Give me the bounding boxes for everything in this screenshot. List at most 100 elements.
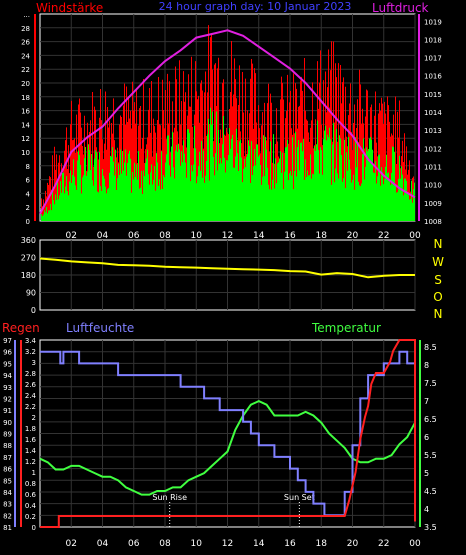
- wind-x-tick-label: 02: [66, 231, 77, 241]
- compass-label-north-bottom: N: [434, 307, 443, 321]
- weather-x-axis-ticks: 02 04 06 08 10 12 14 16 18 20 22 00: [66, 539, 421, 549]
- temperature-title: Temperatur: [311, 321, 381, 335]
- pressure-series: [39, 29, 416, 215]
- weather-x-tick-label: 02: [66, 539, 77, 549]
- temperature-axis-ticks: 3.5 4 4.5 5 5.5 6 6.5 7 7.5 8 8.5: [424, 343, 437, 532]
- direction-x-axis-ticks: 02 04 06 08 10 12 14 16 18 20 22 00: [66, 318, 421, 328]
- temperature-tick-label: 8.5: [424, 343, 437, 352]
- humidity-tick-label: 86: [3, 466, 12, 474]
- wind-tick-label: 26: [21, 39, 30, 47]
- rain-tick-label: 2.8: [25, 370, 36, 378]
- humidity-tick-label: 94: [3, 372, 12, 380]
- direction-x-tick-label: 14: [253, 318, 265, 328]
- direction-tick-label: 0: [31, 306, 36, 315]
- compass-label-east: O: [433, 290, 442, 304]
- wind-x-axis-ticks: 02 04 06 08 10 12 14 16 18 20 22 00: [66, 231, 421, 241]
- wind-x-tick-label: 10: [191, 231, 203, 241]
- pressure-tick-label: 1010: [424, 182, 442, 190]
- rain-tick-label: 1.8: [25, 425, 36, 433]
- rain-tick-label: 0.4: [25, 502, 37, 510]
- wind-x-tick-label: 08: [159, 231, 171, 241]
- wind-tick-label: 28: [21, 25, 30, 33]
- pressure-tick-label: 1015: [424, 91, 442, 99]
- direction-line: [39, 257, 415, 279]
- pressure-tick-label: 1008: [424, 218, 442, 226]
- temperature-axis-bar: [419, 340, 421, 527]
- direction-x-tick-label: 22: [378, 318, 389, 328]
- direction-x-tick-label: 20: [347, 318, 359, 328]
- wind-tick-label: 22: [21, 66, 30, 74]
- rain-tick-label: 1.4: [25, 447, 37, 455]
- humidity-line: [40, 350, 416, 517]
- wind-tick-label: 20: [21, 80, 30, 88]
- rain-tick-label: 0.2: [25, 513, 36, 521]
- rain-axis-ticks: 0 0.2 0.4 0.6 0.8 1 1.2 1.4 1.6 1.8 2 2.2 2.4 2.6 2.8 3…: [25, 337, 37, 532]
- direction-tick-label: 270: [21, 254, 36, 263]
- temperature-tick-label: 6.5: [424, 415, 437, 424]
- direction-x-tick-label: 10: [191, 318, 203, 328]
- rain-tick-label: 0.8: [25, 480, 36, 488]
- humidity-tick-label: 91: [3, 407, 12, 415]
- temperature-tick-label: 3.5: [424, 523, 437, 532]
- weather-x-tick-label: 22: [378, 539, 389, 549]
- weather-gridlines: [40, 340, 416, 527]
- wind-tick-label: 10: [21, 149, 30, 157]
- temperature-tick-label: 6: [424, 433, 429, 442]
- temperature-tick-label: 7.5: [424, 379, 437, 388]
- rain-axis-bar: [20, 340, 22, 527]
- rain-tick-label: 3.2: [25, 348, 36, 356]
- humidity-axis-bar: [14, 340, 16, 527]
- pressure-tick-label: 1019: [424, 18, 442, 26]
- direction-tick-label: 180: [21, 271, 36, 280]
- wind-tick-label: 4: [26, 190, 31, 198]
- wind-tick-label: 2: [26, 204, 30, 212]
- weather-x-tick-label: 00: [409, 539, 421, 549]
- weather-x-tick-label: 10: [191, 539, 203, 549]
- direction-tick-label: 360: [21, 236, 36, 245]
- humidity-tick-label: 96: [3, 349, 12, 357]
- pressure-tick-label: 1014: [424, 109, 442, 117]
- humidity-tick-label: 83: [3, 501, 12, 509]
- wind-tick-label: 8: [26, 163, 30, 171]
- rain-tick-label: 1.6: [25, 436, 37, 444]
- direction-x-tick-label: 00: [409, 318, 421, 328]
- rain-tick-label: 0.6: [25, 491, 37, 499]
- wind-x-tick-label: 18: [316, 231, 328, 241]
- rain-tick-label: 1.2: [25, 458, 36, 466]
- rain-tick-label: 2: [32, 414, 36, 422]
- humidity-tick-label: 87: [3, 454, 12, 462]
- direction-gridlines: [40, 240, 416, 310]
- wind-tick-label: 18: [21, 94, 30, 102]
- compass-label-north-top: N: [434, 237, 443, 251]
- humidity-tick-label: 85: [3, 477, 12, 485]
- weather-x-tick-label: 04: [97, 539, 109, 549]
- direction-x-tick-label: 06: [128, 318, 140, 328]
- pressure-axis-bar: [418, 14, 420, 221]
- temperature-tick-label: 4.5: [424, 487, 437, 496]
- weather-x-tick-label: 16: [284, 539, 296, 549]
- wind-x-tick-label: 00: [409, 231, 421, 241]
- wind-tick-label: ...: [23, 11, 30, 19]
- wind-tick-label: 0: [26, 218, 30, 226]
- weather-x-tick-label: 18: [316, 539, 328, 549]
- humidity-title: Luftfeuchte: [66, 321, 134, 335]
- direction-x-tick-label: 12: [222, 318, 233, 328]
- direction-x-tick-label: 04: [97, 318, 109, 328]
- rain-tick-label: 3: [32, 359, 36, 367]
- direction-series: [39, 257, 415, 279]
- wind-x-tick-label: 22: [378, 231, 389, 241]
- humidity-axis-ticks: 81 82 83 84 85 86 87 88 89 90 91 92 93 94 95 96 97: [3, 337, 12, 532]
- wind-axis-bar: [34, 14, 36, 221]
- humidity-tick-label: 90: [3, 419, 12, 427]
- wind-x-tick-label: 20: [347, 231, 359, 241]
- compass-label-west: W: [432, 255, 444, 269]
- weather-x-tick-label: 06: [128, 539, 140, 549]
- direction-axis-ticks: 0 90 180 270 360: [21, 236, 36, 315]
- pressure-tick-label: 1017: [424, 55, 442, 63]
- weather-x-tick-label: 20: [347, 539, 359, 549]
- rain-tick-label: 2.6: [25, 381, 37, 389]
- wind-axis-ticks: 0246810121416182022242628...: [21, 11, 30, 226]
- chart-date-title: 24 hour graph day: 10 Januar 2023: [159, 0, 352, 13]
- direction-x-tick-label: 08: [159, 318, 171, 328]
